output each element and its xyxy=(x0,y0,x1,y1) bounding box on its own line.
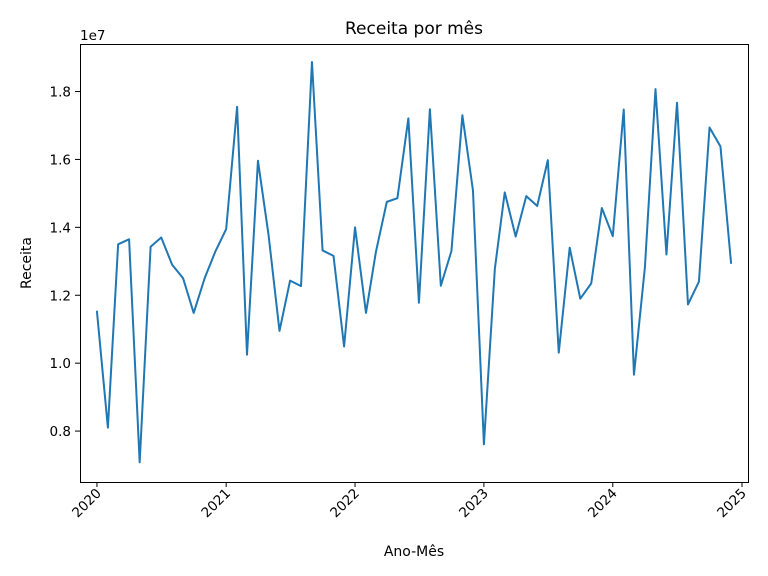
y-tick-label: 1.0 xyxy=(50,356,71,372)
x-tick-label: 2023 xyxy=(456,486,492,522)
y-tick-label: 1.6 xyxy=(50,152,71,168)
x-tick-label: 2024 xyxy=(585,486,621,522)
y-scale-label: 1e7 xyxy=(80,28,105,44)
x-axis-label: Ano-Mês xyxy=(384,544,444,560)
plot-frame xyxy=(80,44,749,483)
series-line xyxy=(95,61,733,464)
y-axis-label: Receita xyxy=(19,237,35,289)
x-tick-label: 2020 xyxy=(69,486,105,522)
y-tick-label: 1.4 xyxy=(50,220,71,236)
y-tick-label: 1.8 xyxy=(50,85,71,101)
y-axis-ticks: 0.8 1.0 1.2 1.4 1.6 1.8 xyxy=(50,85,80,440)
y-tick-label: 1.2 xyxy=(50,288,71,304)
x-axis-ticks: 2020 2021 2022 2023 2024 2025 xyxy=(69,482,750,521)
y-tick-label: 0.8 xyxy=(50,424,71,440)
x-tick-label: 2022 xyxy=(327,486,363,522)
x-tick-label: 2021 xyxy=(198,486,234,522)
x-tick-label: 2025 xyxy=(714,486,750,522)
chart-title: Receita por mês xyxy=(345,19,483,39)
